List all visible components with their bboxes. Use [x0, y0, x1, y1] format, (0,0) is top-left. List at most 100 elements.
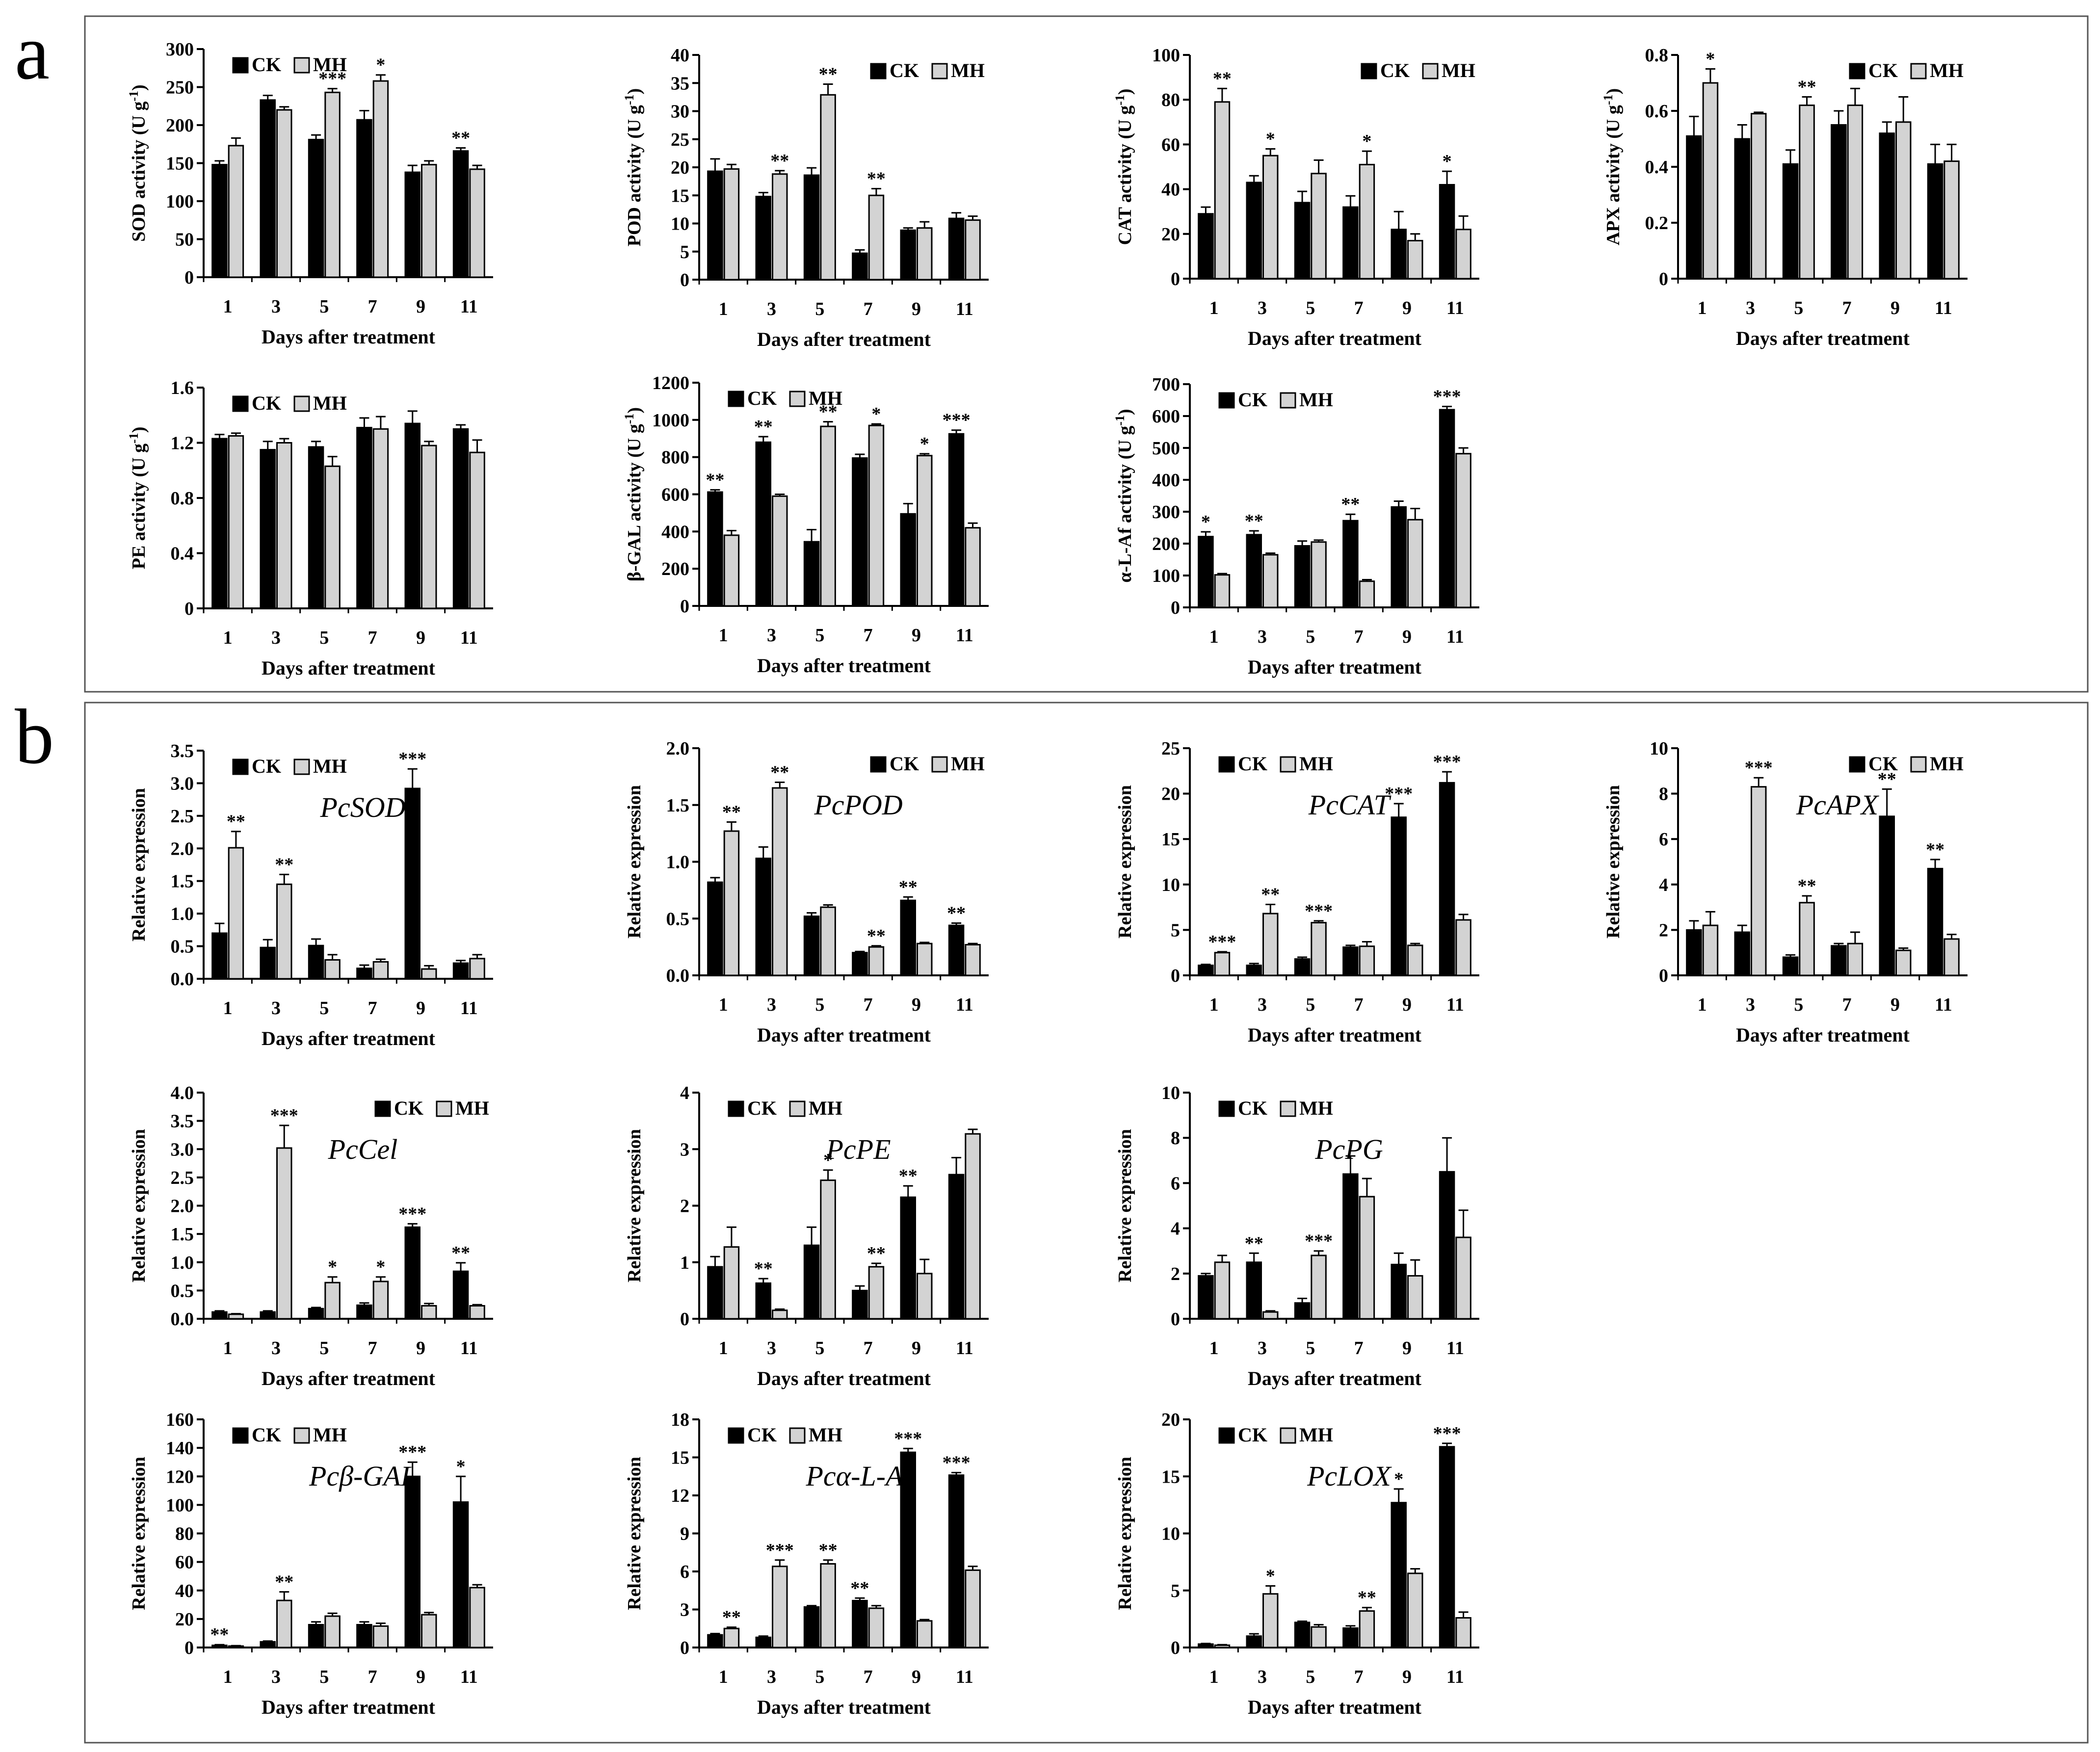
x-tick-label: 3 — [1258, 627, 1267, 647]
bar-ck — [803, 915, 820, 976]
legend-swatch-ck — [728, 1427, 744, 1444]
significance-marker: ** — [899, 877, 918, 897]
bar-mh — [917, 227, 933, 281]
x-tick-label: 5 — [319, 998, 329, 1019]
bar-mh — [324, 1281, 341, 1320]
bar-ck — [1686, 929, 1702, 976]
bar-ck — [260, 946, 276, 980]
bar-ck — [260, 99, 276, 278]
gene-title: PcCAT — [1308, 789, 1391, 821]
bar-ck — [211, 438, 228, 609]
bar-mh — [276, 109, 292, 278]
y-tick-label: 9 — [680, 1524, 689, 1544]
significance-marker: ** — [1926, 839, 1944, 860]
legend-label-mh: MH — [1299, 1424, 1333, 1446]
bar-mh — [868, 1607, 885, 1648]
bar-ck — [900, 513, 916, 607]
bar-mh — [820, 94, 836, 281]
legend-label-ck: CK — [1238, 753, 1267, 775]
significance-marker: *** — [943, 410, 971, 431]
y-tick-label: 300 — [166, 39, 194, 60]
x-tick-label: 3 — [271, 998, 281, 1019]
legend-label-mh: MH — [313, 392, 347, 414]
legend-label-mh: MH — [809, 387, 842, 409]
chart-3: 00.20.40.60.81 3 5 7 9 11***Days after treatm… — [1601, 45, 1968, 349]
x-tick-label: 9 — [1402, 298, 1412, 318]
bar-mh — [1799, 902, 1815, 976]
y-tick-label: 0.5 — [171, 937, 194, 957]
y-tick-label: 0 — [680, 270, 689, 290]
significance-marker: ** — [1878, 769, 1896, 789]
x-tick-label: 7 — [864, 299, 873, 319]
x-axis-label: Days after treatment — [1248, 1696, 1422, 1718]
significance-marker: * — [1266, 1566, 1275, 1586]
x-tick-label: 11 — [1446, 1667, 1464, 1687]
chart-4: 0 0.4 0.8 1.2 1.6 1 3 5 7 9 11 Days after treatment… — [127, 378, 493, 679]
bar-mh — [276, 1147, 292, 1320]
legend-label-mh: MH — [809, 1424, 842, 1446]
y-tick-label: 0.8 — [1645, 45, 1669, 66]
significance-marker: ** — [850, 1578, 869, 1598]
y-tick-label: 1.0 — [171, 904, 194, 924]
x-tick-label: 1 — [719, 299, 728, 319]
legend-swatch-mh — [293, 758, 310, 775]
significance-marker: ** — [899, 1166, 918, 1186]
y-tick-label: 6 — [1659, 829, 1668, 850]
x-axis-label: Days after treatment — [262, 1027, 436, 1049]
bar-ck — [803, 174, 820, 281]
y-tick-label: 200 — [661, 559, 689, 579]
y-axis-label: Relative expression — [1115, 1129, 1135, 1282]
bar-mh — [469, 451, 485, 609]
bar-ck — [1879, 132, 1895, 280]
bar-ck — [1734, 138, 1750, 280]
bar-mh — [1311, 1255, 1327, 1320]
bar-mh — [820, 425, 836, 607]
y-tick-label: 2.0 — [171, 838, 194, 859]
legend-swatch-mh — [293, 395, 310, 412]
x-tick-label: 11 — [460, 998, 478, 1019]
bar-mh — [1702, 82, 1719, 280]
y-axis-label: Relative expression — [1115, 1457, 1135, 1610]
x-tick-label: 1 — [1698, 298, 1707, 318]
legend-label-ck: CK — [1238, 1424, 1267, 1446]
y-tick-label: 160 — [166, 1410, 194, 1430]
x-tick-label: 1 — [719, 625, 728, 646]
y-tick-label: 15 — [671, 1448, 689, 1468]
y-tick-label: 5 — [1171, 920, 1180, 941]
bar-mh — [1214, 1261, 1231, 1320]
bar-ck — [1198, 1643, 1214, 1648]
x-tick-label: 1 — [719, 994, 728, 1015]
significance-marker: *** — [398, 749, 426, 769]
significance-marker: ** — [819, 1540, 838, 1561]
bar-mh — [1311, 922, 1327, 976]
significance-marker: ** — [451, 128, 470, 149]
bar-ck — [1198, 965, 1214, 976]
bar-mh — [1214, 101, 1231, 280]
y-axis-label: APX activity (U g-1) — [1601, 88, 1624, 245]
significance-marker: ** — [210, 1624, 229, 1645]
bar-mh — [1895, 121, 1912, 280]
bar-mh — [372, 961, 389, 980]
significance-marker: ** — [754, 1258, 773, 1279]
x-axis-label: Days after treatment — [757, 1696, 931, 1718]
bar-mh — [1262, 1311, 1279, 1320]
y-tick-label: 300 — [1152, 502, 1180, 523]
y-tick-label: 1.5 — [171, 871, 194, 892]
bar-mh — [1407, 1275, 1423, 1320]
bar-mh — [723, 168, 740, 281]
legend-swatch-ck — [232, 57, 249, 74]
bar-ck — [1294, 1621, 1311, 1648]
x-tick-label: 9 — [1890, 994, 1900, 1015]
x-tick-label: 11 — [460, 1338, 478, 1359]
y-axis-label: Relative expression — [129, 1129, 149, 1282]
x-tick-label: 5 — [319, 628, 329, 648]
significance-marker: *** — [1433, 387, 1461, 407]
y-tick-label: 2 — [1659, 920, 1668, 941]
y-tick-label: 3.0 — [171, 1139, 194, 1160]
x-tick-label: 9 — [912, 1338, 921, 1359]
significance-marker: ** — [947, 903, 966, 924]
bar-mh — [1455, 919, 1471, 976]
